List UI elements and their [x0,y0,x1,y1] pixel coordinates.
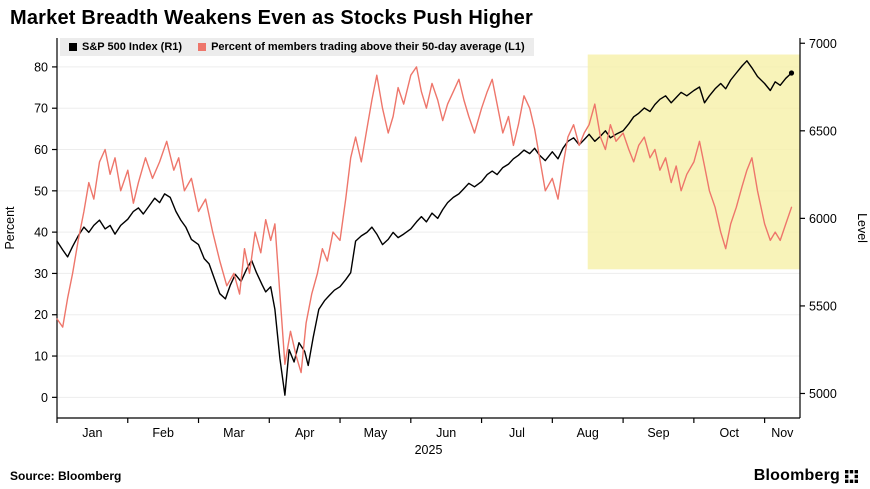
x-axis-month-label: Nov [771,426,794,440]
left-axis-tick-label: 30 [34,267,48,281]
chart-area: 0 10 20 30 40 50 60 70 80 5000 5500 6000 6500 7000 Jan… [0,30,870,462]
chart-legend: S&P 500 Index (R1) Percent of members tr… [60,38,534,56]
x-axis-month-label: Jun [436,426,456,440]
left-axis-tick-label: 60 [34,143,48,157]
legend-label-breadth: Percent of members trading above their 5… [211,41,525,53]
right-axis-title: Level [855,213,869,243]
series-breadth-line [56,66,793,374]
right-axis-tick-label: 5000 [809,387,837,401]
left-axis-tick-label: 0 [41,391,48,405]
x-axis-month-label: Apr [295,426,314,440]
bloomberg-wordmark: Bloomberg [754,467,858,485]
x-axis-month-label: May [364,426,388,440]
left-axis-tick-label: 20 [34,308,48,322]
source-label: Source: Bloomberg [10,469,122,483]
right-axis-tick-label: 6500 [809,124,837,138]
left-axis-tick-label: 70 [34,102,48,116]
right-axis-tick-label: 5500 [809,299,837,313]
x-axis-month-label: Mar [223,426,245,440]
x-axis-year-label: 2025 [415,443,443,457]
x-axis-month-label: Aug [577,426,599,440]
series-spx-line [56,60,793,396]
x-axis-month-label: Jul [509,426,525,440]
legend-swatch-spx [69,43,77,51]
left-axis-tick-label: 80 [34,60,48,74]
right-axis-tick-label: 7000 [809,37,837,51]
legend-label-spx: S&P 500 Index (R1) [82,41,183,53]
brand-text: Bloomberg [753,467,840,484]
x-axis-month-label: Feb [152,426,174,440]
left-axis-title: Percent [3,206,17,250]
right-axis-tick-label: 6000 [809,212,837,226]
left-axis-tick-label: 10 [34,350,48,364]
series-end-marker [788,70,795,76]
chart-title: Market Breadth Weakens Even as Stocks Pu… [10,7,533,29]
footer: Source: Bloomberg Bloomberg [0,462,870,488]
chart-svg: 0 10 20 30 40 50 60 70 80 5000 5500 6000 6500 7000 Jan… [3,37,869,457]
left-axis-tick-label: 40 [34,226,48,240]
legend-item-spx: S&P 500 Index (R1) [69,41,182,53]
left-axis-tick-label: 50 [34,184,48,198]
bloomberg-logo-mark [845,469,858,483]
x-axis-month-label: Oct [720,426,740,440]
x-axis-month-label: Jan [82,426,102,440]
x-axis-month-label: Sep [647,426,669,440]
legend-item-breadth: Percent of members trading above their 5… [198,41,525,53]
legend-swatch-breadth [198,43,207,51]
